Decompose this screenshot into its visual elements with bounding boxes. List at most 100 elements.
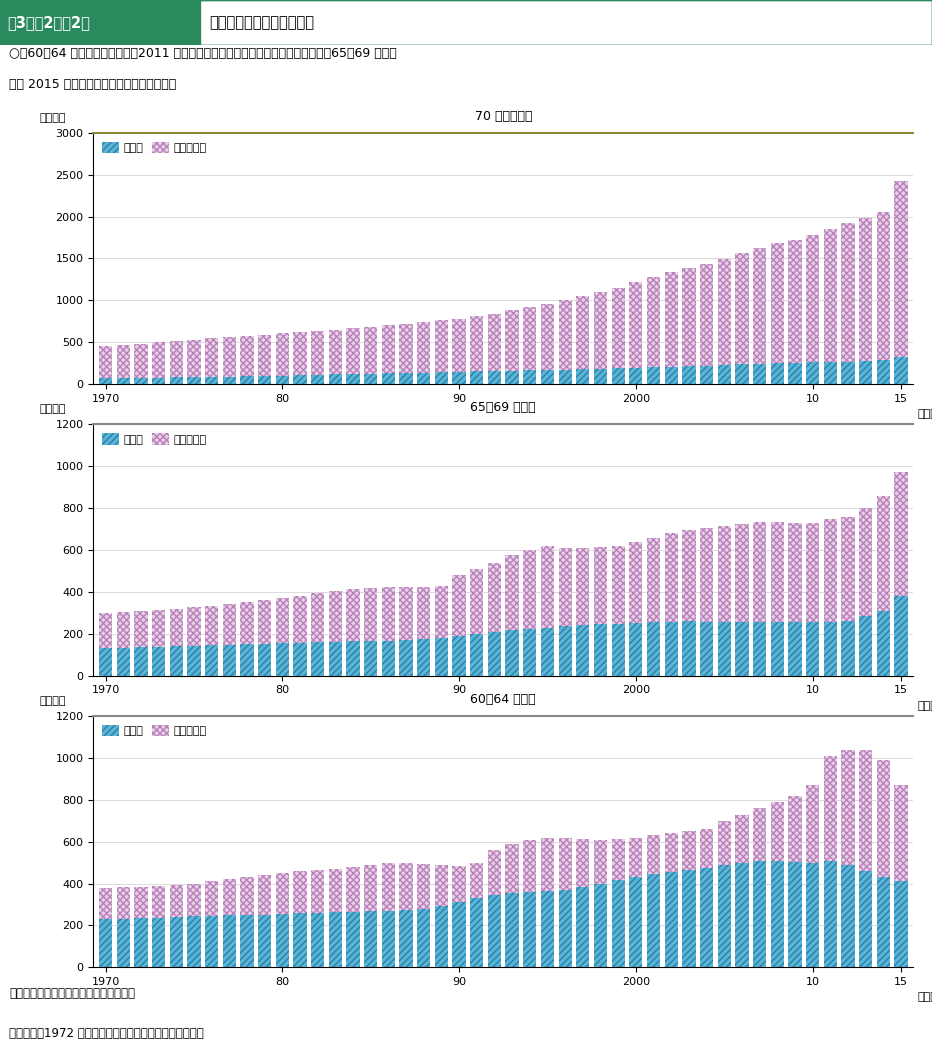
Bar <box>258 914 271 967</box>
Bar <box>541 546 555 627</box>
Bar <box>364 641 377 676</box>
Text: 60～64 歳人口: 60～64 歳人口 <box>471 693 536 706</box>
Bar <box>382 587 395 641</box>
Bar <box>187 646 200 676</box>
Bar <box>329 868 342 912</box>
Bar <box>859 361 872 384</box>
Bar <box>718 622 731 676</box>
Bar <box>558 890 571 967</box>
Bar <box>400 640 413 676</box>
Bar <box>487 850 501 895</box>
Bar <box>382 325 395 373</box>
Bar <box>294 332 307 375</box>
Bar <box>487 562 501 631</box>
Bar <box>294 871 307 913</box>
Bar <box>205 645 218 676</box>
Bar <box>418 639 431 676</box>
Bar <box>771 243 784 364</box>
Bar <box>347 589 360 641</box>
Bar <box>329 330 342 374</box>
Bar <box>258 875 271 914</box>
Bar <box>682 530 695 621</box>
Bar <box>895 357 908 384</box>
Bar <box>99 378 112 384</box>
Bar <box>418 372 431 384</box>
Legend: 就業者, 就業者以外: 就業者, 就業者以外 <box>99 722 210 740</box>
Bar <box>294 643 307 676</box>
Bar <box>99 888 112 919</box>
Bar <box>205 376 218 384</box>
Bar <box>99 347 112 378</box>
Text: （年）: （年） <box>917 993 932 1002</box>
Bar <box>134 344 147 378</box>
Bar <box>576 549 589 625</box>
Bar <box>665 367 678 384</box>
Bar <box>824 362 837 384</box>
Bar <box>576 887 589 967</box>
Bar <box>116 378 130 384</box>
Bar <box>205 338 218 376</box>
Bar <box>859 871 872 967</box>
Bar <box>665 534 678 622</box>
Bar <box>665 833 678 872</box>
Bar <box>116 918 130 967</box>
Bar <box>187 916 200 967</box>
Bar <box>824 622 837 676</box>
Bar <box>418 322 431 372</box>
Bar <box>505 629 519 676</box>
Bar <box>170 340 183 377</box>
Bar <box>223 376 236 384</box>
Bar <box>152 610 165 646</box>
Bar <box>152 342 165 377</box>
Bar <box>594 883 607 967</box>
Bar <box>187 340 200 377</box>
Bar <box>329 912 342 967</box>
Bar <box>895 472 908 596</box>
Bar <box>647 276 660 368</box>
Bar <box>400 587 413 640</box>
Bar <box>541 891 555 967</box>
Bar <box>842 223 855 361</box>
Bar <box>470 317 484 371</box>
Bar <box>771 364 784 384</box>
Bar <box>435 638 448 676</box>
Bar <box>523 628 537 676</box>
Bar <box>347 912 360 967</box>
Bar <box>505 310 519 371</box>
Bar <box>647 874 660 967</box>
Bar <box>611 369 624 384</box>
Bar <box>276 873 289 914</box>
Bar <box>824 756 837 861</box>
Bar <box>877 760 890 877</box>
Bar <box>99 648 112 676</box>
Bar <box>594 292 607 369</box>
Bar <box>276 914 289 967</box>
Bar <box>682 268 695 366</box>
Bar <box>347 866 360 912</box>
Bar <box>134 647 147 676</box>
Bar <box>718 259 731 365</box>
Bar <box>329 642 342 676</box>
Bar <box>505 371 519 384</box>
Bar <box>735 814 748 863</box>
Bar <box>806 863 819 967</box>
Bar <box>576 839 589 887</box>
Bar <box>400 324 413 373</box>
Bar <box>116 647 130 676</box>
Text: は 2015 年まで増加傾向で推移している。: は 2015 年まで増加傾向で推移している。 <box>9 78 176 90</box>
Bar <box>859 218 872 361</box>
Bar <box>470 863 484 898</box>
Bar <box>223 879 236 915</box>
Bar <box>859 508 872 617</box>
Bar <box>400 373 413 384</box>
Bar <box>99 919 112 967</box>
Bar <box>294 913 307 967</box>
Bar <box>753 861 766 967</box>
Bar <box>276 375 289 384</box>
Bar <box>877 360 890 384</box>
Bar <box>558 370 571 384</box>
Bar <box>682 621 695 676</box>
Bar <box>629 623 642 676</box>
Bar <box>435 320 448 372</box>
Bar <box>418 864 431 909</box>
